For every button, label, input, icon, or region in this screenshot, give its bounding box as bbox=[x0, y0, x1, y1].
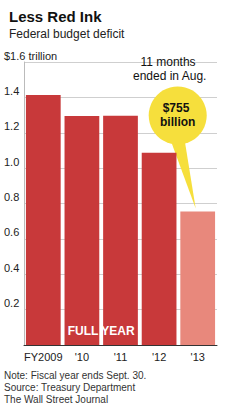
svg-text:'11: '11 bbox=[114, 351, 128, 363]
svg-text:'12: '12 bbox=[152, 351, 166, 363]
svg-text:Federal budget deficit: Federal budget deficit bbox=[9, 27, 125, 41]
svg-text:1.2: 1.2 bbox=[4, 120, 19, 132]
svg-text:FY2009: FY2009 bbox=[24, 351, 63, 363]
svg-text:$755: $755 bbox=[163, 101, 193, 115]
svg-text:$1.6 trillion: $1.6 trillion bbox=[4, 50, 57, 62]
svg-text:0.8: 0.8 bbox=[4, 191, 19, 203]
svg-text:11 months: 11 months bbox=[140, 55, 198, 69]
svg-text:'10: '10 bbox=[75, 351, 89, 363]
svg-text:1.0: 1.0 bbox=[4, 156, 19, 168]
svg-text:Less Red Ink: Less Red Ink bbox=[9, 8, 102, 25]
svg-text:Note: Fiscal year ends Sept. 3: Note: Fiscal year ends Sept. 30. bbox=[4, 370, 146, 381]
svg-text:ended in Aug.: ended in Aug. bbox=[133, 69, 206, 83]
svg-text:'13: '13 bbox=[191, 351, 205, 363]
svg-text:Source: Treasury Department: Source: Treasury Department bbox=[4, 382, 135, 393]
svg-text:FULL YEAR: FULL YEAR bbox=[68, 324, 135, 338]
svg-text:billion: billion bbox=[160, 115, 195, 129]
svg-text:0.4: 0.4 bbox=[4, 262, 19, 274]
svg-text:0.6: 0.6 bbox=[4, 226, 19, 238]
svg-text:0.2: 0.2 bbox=[4, 297, 19, 309]
svg-text:1.4: 1.4 bbox=[4, 85, 19, 97]
svg-text:The Wall Street Journal: The Wall Street Journal bbox=[4, 394, 108, 405]
